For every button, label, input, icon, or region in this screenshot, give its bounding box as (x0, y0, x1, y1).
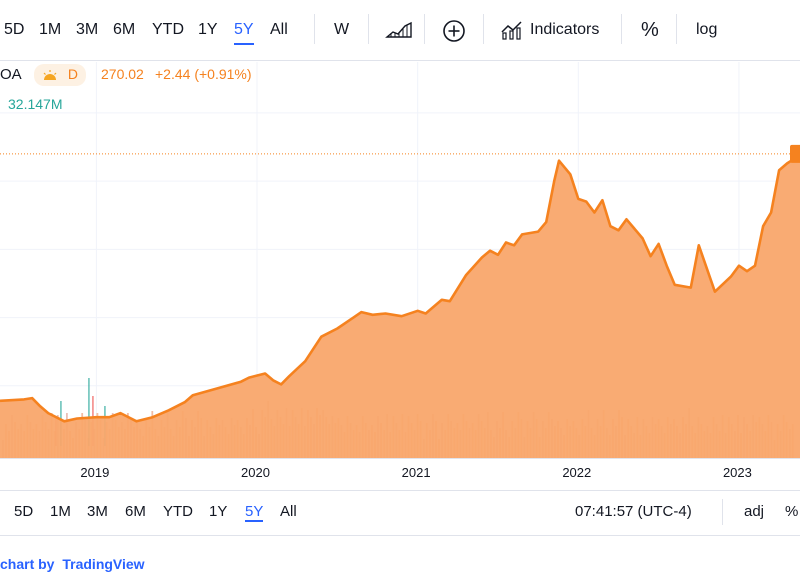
x-tick-label: 2022 (562, 465, 592, 480)
bottom-range-all[interactable]: All (280, 503, 297, 520)
range-1y[interactable]: 1Y (198, 21, 218, 38)
range-ytd[interactable]: YTD (152, 21, 184, 38)
toolbar-divider (621, 14, 622, 44)
range-5y[interactable]: 5Y (234, 18, 254, 45)
bottom-range-1y[interactable]: 1Y (209, 503, 228, 520)
toolbar-divider (424, 14, 425, 44)
tradingview-brand[interactable]: TradingView (62, 556, 145, 572)
price-change: +2.44 (+0.91%) (155, 66, 252, 82)
adjust-button[interactable]: adj (744, 503, 765, 520)
range-3m[interactable]: 3M (76, 21, 99, 38)
toolbar-divider (368, 14, 369, 44)
range-6m[interactable]: 6M (113, 21, 136, 38)
bottom-toolbar: 5D 1M 3M 6M YTD 1Y 5Y All 07:41:57 (UTC-… (0, 490, 800, 536)
range-1m[interactable]: 1M (39, 21, 62, 38)
attribution-prefix: chart by (0, 556, 55, 572)
chart-canvas[interactable] (0, 62, 800, 458)
range-all[interactable]: All (270, 21, 288, 38)
price-area (0, 155, 800, 458)
sun-icon (43, 70, 57, 81)
volume-bar (88, 378, 90, 446)
market-hours-badge: D (34, 64, 87, 86)
interval-badge: D (67, 66, 79, 82)
bottom-range-3m[interactable]: 3M (87, 503, 108, 520)
price-line (0, 154, 800, 423)
price-chart[interactable] (0, 62, 800, 458)
last-price: 270.02 (101, 66, 144, 82)
percent-scale-button[interactable]: % (641, 19, 659, 41)
clock-timezone[interactable]: 07:41:57 (UTC-4) (575, 503, 692, 520)
bottom-range-1m[interactable]: 1M (50, 503, 71, 520)
volume-value: 32.147M (8, 96, 63, 112)
x-tick-label: 2021 (401, 465, 431, 480)
attribution[interactable]: chart by TradingView (0, 556, 145, 572)
indicators-icon[interactable] (500, 20, 524, 48)
range-5d[interactable]: 5D (4, 21, 25, 38)
top-toolbar: 5D 1M 3M 6M YTD 1Y 5Y All W Ind (0, 0, 800, 61)
x-tick-label: 2020 (241, 465, 270, 480)
compare-plus-icon[interactable] (442, 19, 466, 51)
symbol-label: OA (0, 66, 22, 83)
bottom-range-6m[interactable]: 6M (125, 503, 146, 520)
interval-button[interactable]: W (334, 21, 350, 38)
bottom-range-5d[interactable]: 5D (14, 503, 34, 520)
x-tick-label: 2023 (722, 465, 752, 480)
bottom-range-ytd[interactable]: YTD (163, 503, 193, 520)
last-price-badge (790, 144, 800, 163)
bottom-divider (722, 499, 723, 525)
toolbar-divider (676, 14, 677, 44)
log-scale-button[interactable]: log (696, 21, 718, 38)
toolbar-divider (314, 14, 315, 44)
x-tick-label: 2019 (80, 465, 110, 480)
indicators-button[interactable]: Indicators (530, 21, 600, 38)
toolbar-divider (483, 14, 484, 44)
bottom-percent-button[interactable]: % (785, 503, 799, 520)
bottom-range-5y[interactable]: 5Y (245, 503, 264, 522)
time-axis[interactable]: 2019 2020 2021 2022 2023 (0, 458, 800, 489)
chart-style-icon[interactable] (385, 20, 413, 48)
